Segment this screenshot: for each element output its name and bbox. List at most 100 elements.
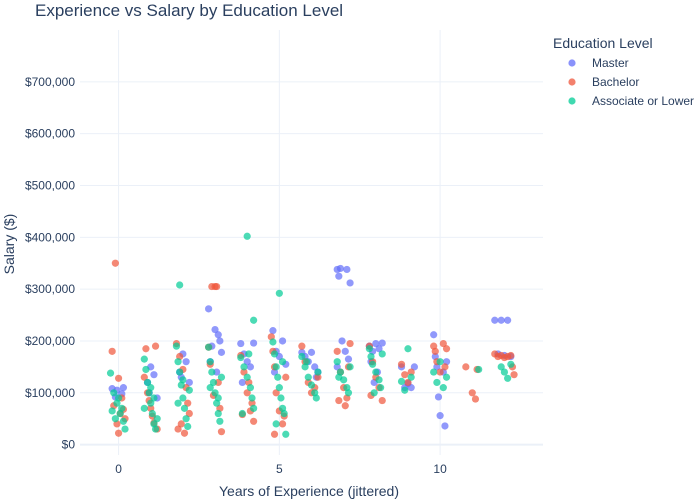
data-point: [216, 417, 224, 425]
data-point: [303, 358, 311, 366]
data-point: [185, 409, 193, 418]
data-point: [182, 415, 190, 423]
data-point: [375, 376, 383, 384]
data-point: [333, 363, 341, 371]
data-point: [111, 415, 119, 423]
data-point: [510, 371, 518, 379]
data-point: [174, 425, 182, 433]
data-point: [434, 393, 443, 401]
data-point: [110, 389, 118, 397]
data-point: [338, 337, 346, 345]
data-point: [372, 339, 380, 348]
data-point: [140, 373, 148, 381]
data-point: [275, 384, 283, 392]
data-point: [304, 373, 312, 381]
data-point: [431, 347, 439, 355]
x-tick-label: 0: [115, 462, 122, 476]
data-point: [468, 389, 476, 397]
data-point: [246, 384, 255, 392]
data-point: [335, 373, 343, 381]
data-point: [114, 394, 123, 402]
data-point: [375, 345, 383, 353]
y-tick-label: $200,000: [25, 334, 75, 348]
data-point: [333, 347, 341, 355]
data-point: [179, 394, 187, 402]
data-point: [500, 368, 509, 376]
data-point: [497, 363, 505, 371]
data-point: [250, 417, 258, 425]
data-point: [278, 337, 287, 345]
data-point: [250, 404, 258, 412]
data-point: [407, 368, 415, 376]
data-point: [335, 396, 343, 405]
x-tick-label: 10: [433, 462, 447, 476]
legend-item[interactable]: Master: [568, 56, 629, 70]
legend-label: Master: [592, 56, 629, 70]
data-point: [240, 368, 248, 376]
data-point: [397, 360, 406, 368]
data-point: [209, 378, 218, 387]
data-point: [475, 365, 483, 374]
chart-title: Experience vs Salary by Education Level: [35, 1, 343, 20]
data-point: [278, 358, 287, 366]
data-point: [442, 373, 451, 381]
data-point: [111, 259, 119, 267]
data-point: [205, 343, 213, 351]
data-point: [176, 368, 184, 376]
data-point: [182, 358, 190, 366]
y-tick-label: $700,000: [25, 75, 75, 89]
data-point: [176, 281, 184, 289]
legend-item[interactable]: Bachelor: [568, 75, 639, 89]
data-point: [217, 428, 226, 436]
data-point: [243, 389, 251, 397]
data-point: [282, 430, 290, 438]
data-point: [237, 339, 245, 348]
data-point: [237, 353, 245, 362]
data-point: [282, 373, 290, 381]
data-point: [311, 363, 319, 371]
data-point: [172, 342, 181, 350]
data-point: [205, 305, 213, 313]
legend-title: Education Level: [553, 35, 653, 51]
data-point: [368, 360, 377, 368]
data-point: [407, 373, 415, 381]
data-point: [312, 394, 320, 402]
data-point: [436, 358, 444, 366]
y-axis-title: Salary ($): [1, 214, 17, 275]
data-point: [367, 352, 375, 361]
data-point: [307, 348, 316, 356]
data-point: [314, 373, 322, 381]
data-point: [108, 407, 116, 415]
data-point: [208, 368, 216, 376]
data-point: [436, 368, 444, 376]
data-point: [365, 345, 373, 353]
data-point: [407, 384, 415, 392]
data-point: [143, 378, 152, 387]
x-tick-label: 5: [276, 462, 283, 476]
legend-item[interactable]: Associate or Lower: [568, 94, 694, 108]
data-point: [245, 350, 253, 358]
data-point: [217, 348, 226, 356]
data-point: [344, 355, 353, 363]
legend-marker: [568, 59, 576, 67]
data-point: [436, 412, 444, 420]
y-tick-label: $300,000: [25, 282, 75, 296]
y-tick-label: $0: [62, 438, 76, 452]
data-point: [243, 232, 251, 240]
data-point: [439, 384, 447, 392]
data-point: [378, 350, 386, 358]
data-point: [246, 363, 255, 371]
axis-ticks: $0 $100,000 $200,000 $300,000 $400,000 $500,0…: [25, 75, 447, 476]
series-bachelor: [108, 259, 518, 438]
data-point: [150, 394, 158, 402]
data-point: [346, 339, 354, 348]
data-point: [372, 368, 380, 376]
data-point: [211, 389, 219, 397]
data-point: [336, 264, 345, 273]
data-point: [151, 425, 160, 433]
data-point: [404, 345, 412, 353]
data-point: [177, 420, 185, 428]
data-point: [119, 384, 128, 392]
data-point: [140, 404, 148, 412]
